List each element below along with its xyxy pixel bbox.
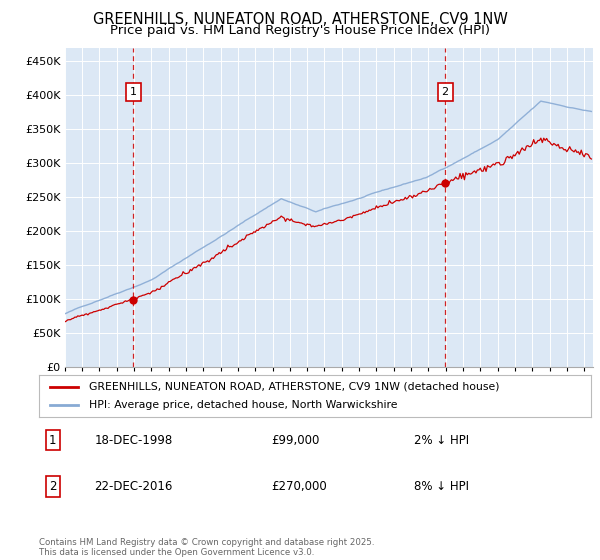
Text: 2: 2 (49, 480, 56, 493)
Text: 1: 1 (49, 434, 56, 447)
Text: Price paid vs. HM Land Registry's House Price Index (HPI): Price paid vs. HM Land Registry's House … (110, 24, 490, 38)
Text: 2% ↓ HPI: 2% ↓ HPI (415, 434, 469, 447)
Text: £99,000: £99,000 (271, 434, 319, 447)
Text: 8% ↓ HPI: 8% ↓ HPI (415, 480, 469, 493)
Text: HPI: Average price, detached house, North Warwickshire: HPI: Average price, detached house, Nort… (89, 400, 397, 410)
Text: Contains HM Land Registry data © Crown copyright and database right 2025.
This d: Contains HM Land Registry data © Crown c… (39, 538, 374, 557)
Text: GREENHILLS, NUNEATON ROAD, ATHERSTONE, CV9 1NW: GREENHILLS, NUNEATON ROAD, ATHERSTONE, C… (92, 12, 508, 27)
Text: £270,000: £270,000 (271, 480, 326, 493)
Text: 2: 2 (442, 87, 449, 97)
Text: 22-DEC-2016: 22-DEC-2016 (94, 480, 173, 493)
Text: 18-DEC-1998: 18-DEC-1998 (94, 434, 172, 447)
Text: GREENHILLS, NUNEATON ROAD, ATHERSTONE, CV9 1NW (detached house): GREENHILLS, NUNEATON ROAD, ATHERSTONE, C… (89, 382, 499, 392)
Text: 1: 1 (130, 87, 137, 97)
